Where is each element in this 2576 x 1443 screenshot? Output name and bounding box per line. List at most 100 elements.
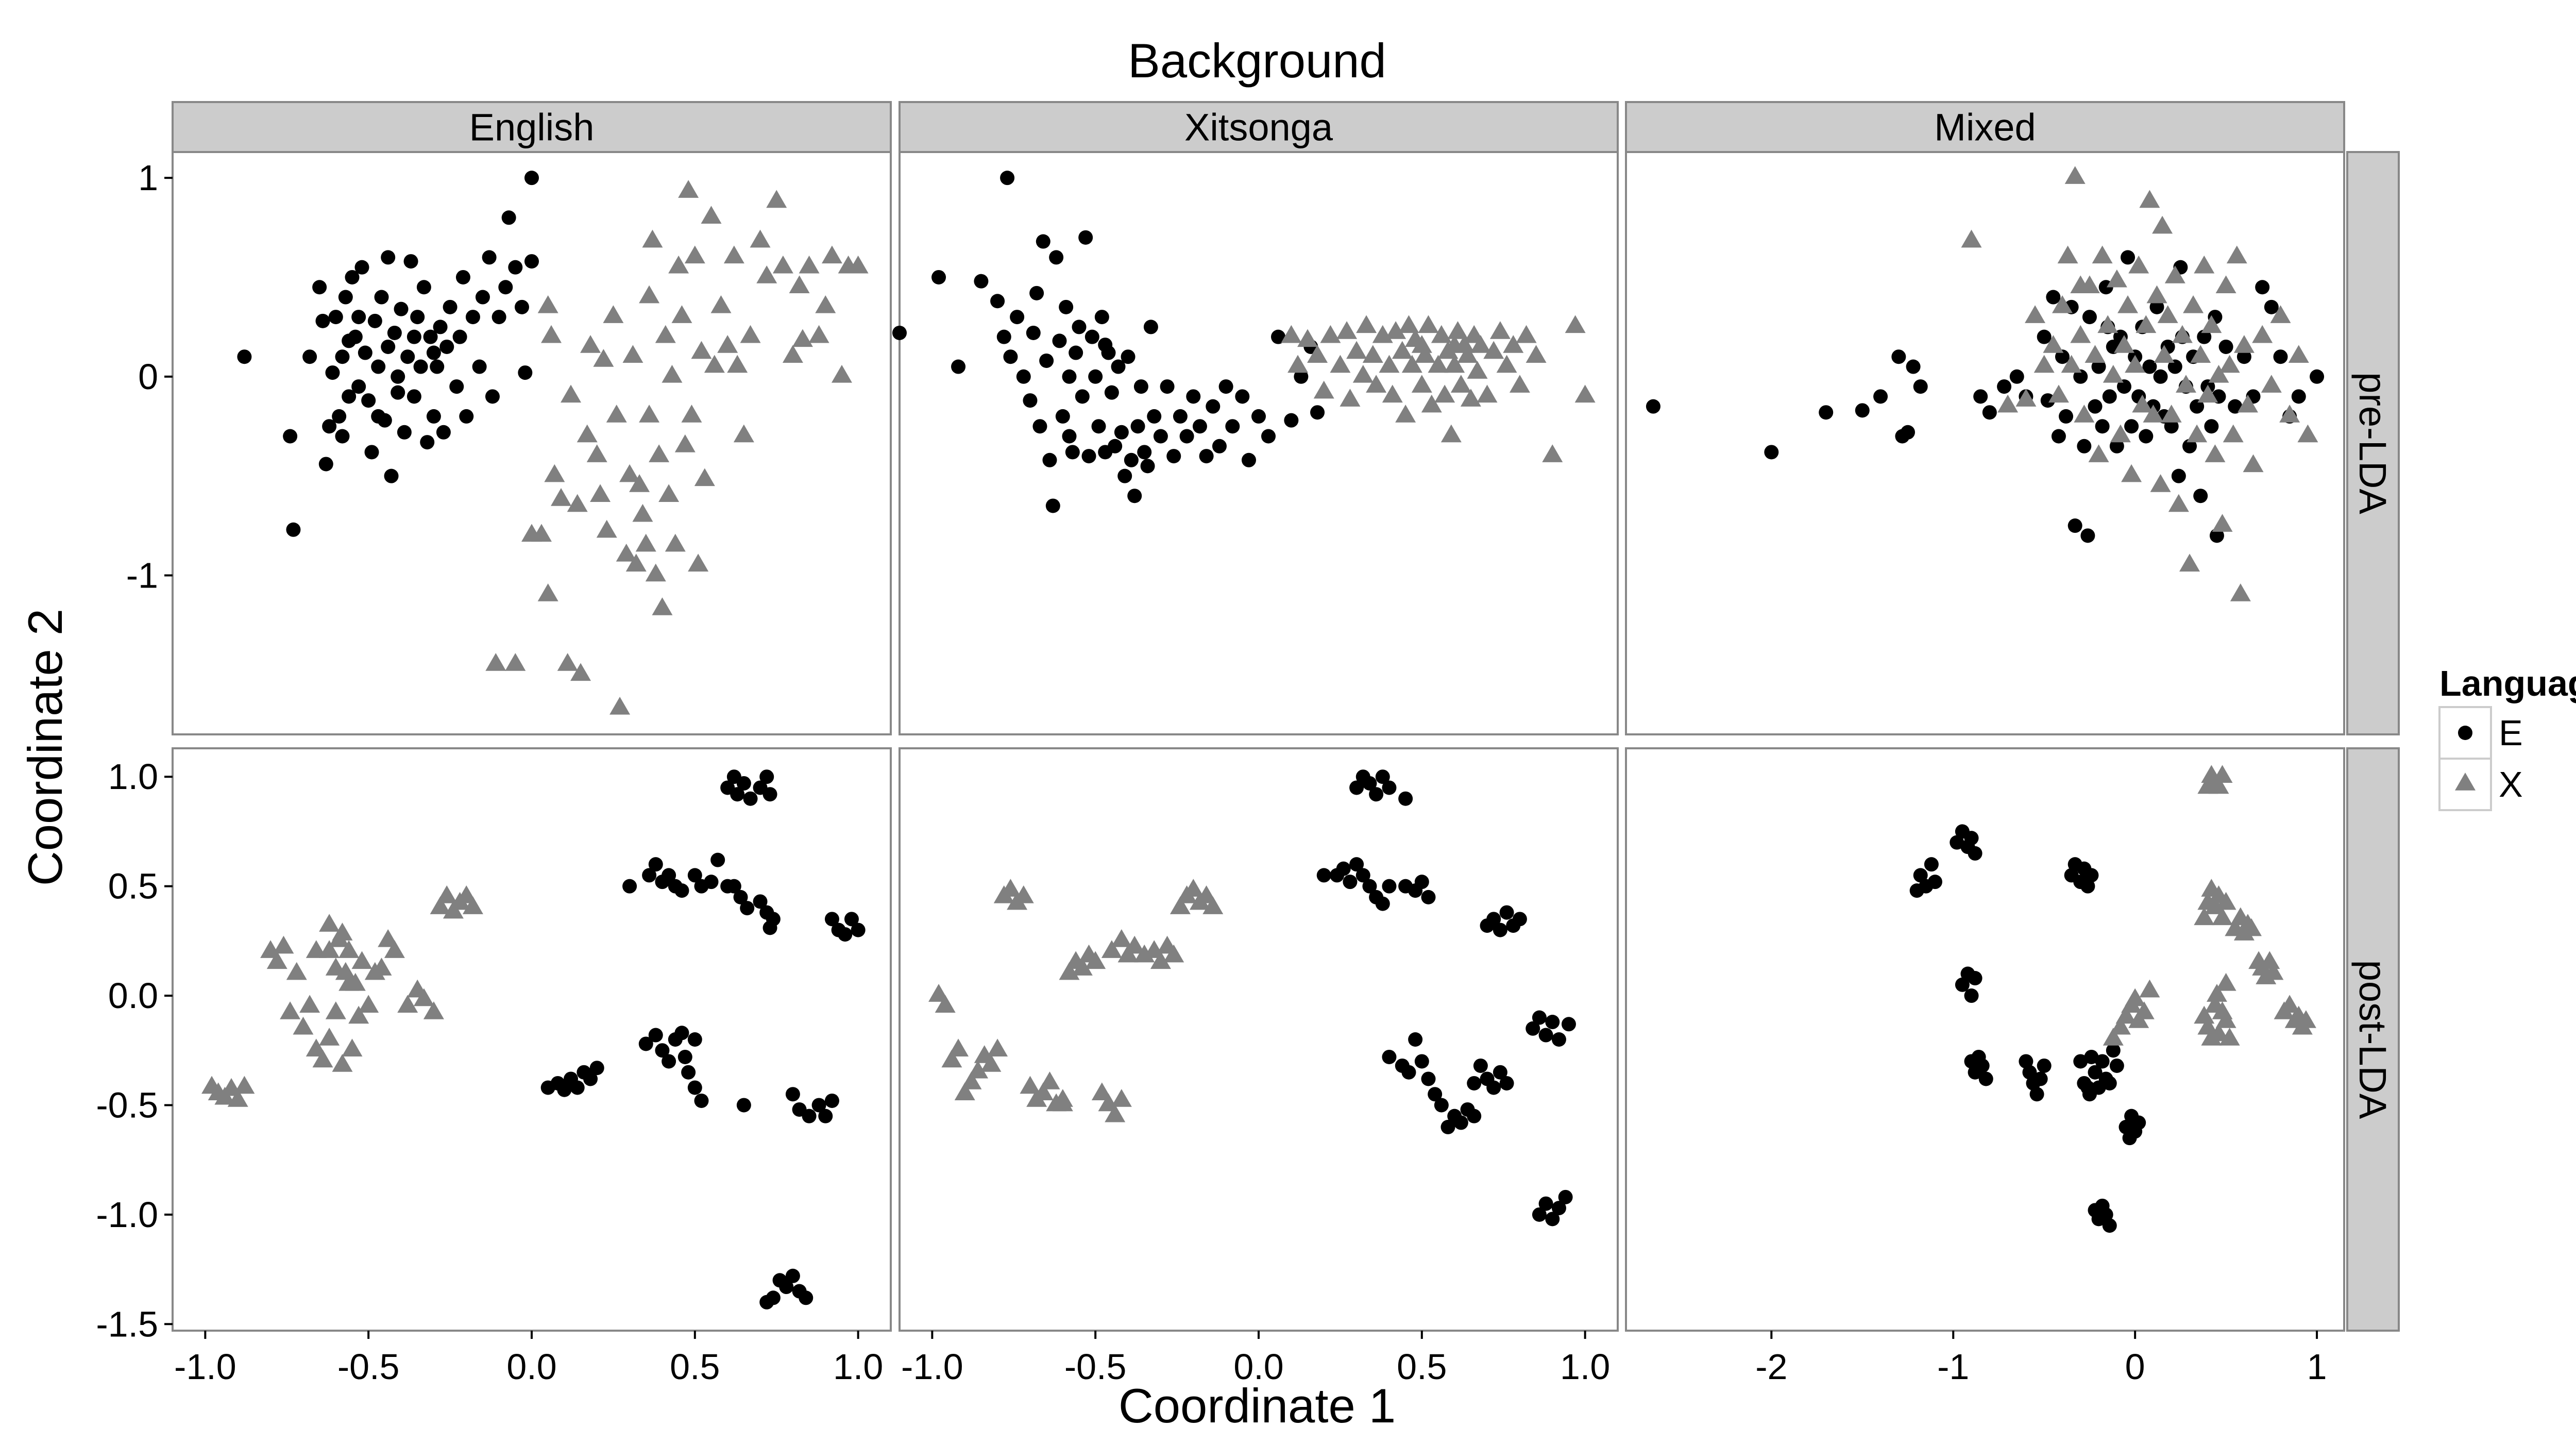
legend: Language EX — [2438, 663, 2576, 811]
point-E — [2273, 349, 2288, 364]
point-E — [736, 776, 751, 791]
point-E — [2109, 439, 2124, 454]
x-tick-label: 0.5 — [670, 1347, 720, 1387]
point-E — [1968, 971, 1982, 986]
point-X — [531, 524, 552, 542]
point-E — [642, 868, 657, 883]
point-X — [782, 345, 803, 363]
point-X — [1385, 321, 1406, 339]
point-X — [1411, 335, 1432, 353]
point-E — [354, 260, 369, 275]
x-tick-label: -1.0 — [901, 1347, 963, 1387]
point-E — [2171, 468, 2186, 483]
point-E — [1349, 857, 1364, 872]
point-E — [694, 1093, 709, 1108]
point-E — [638, 1036, 653, 1051]
point-X — [848, 255, 869, 274]
point-E — [2067, 518, 2082, 533]
point-E — [1950, 835, 1964, 850]
point-X — [668, 255, 689, 274]
point-E — [1819, 405, 1834, 420]
point-E — [2055, 349, 2070, 364]
point-X — [1163, 944, 1184, 963]
point-E — [589, 1061, 604, 1076]
point-E — [492, 310, 506, 325]
y-axis-title: Coordinate 2 — [18, 609, 72, 886]
point-X — [319, 940, 340, 958]
point-X — [1330, 355, 1351, 373]
point-X — [2208, 364, 2229, 383]
x-tick-label: -0.5 — [1064, 1347, 1127, 1387]
point-X — [2136, 315, 2157, 333]
point-E — [570, 1080, 585, 1095]
legend-symbol-circle — [2458, 726, 2472, 740]
point-E — [391, 385, 405, 400]
x-tick-label: 0.5 — [1397, 1347, 1447, 1387]
point-X — [2168, 494, 2189, 512]
point-X — [2219, 355, 2240, 373]
point-X — [1997, 394, 2019, 413]
point-E — [2059, 409, 2074, 424]
point-X — [485, 653, 506, 671]
point-X — [2110, 1016, 2131, 1035]
point-X — [1202, 896, 1224, 914]
point-E — [406, 389, 421, 404]
point-X — [329, 929, 350, 947]
point-E — [1369, 787, 1384, 802]
point-X — [462, 896, 483, 914]
point-E — [1010, 310, 1025, 325]
column-strip-label: Mixed — [1934, 106, 2036, 149]
point-X — [596, 519, 617, 538]
point-X — [1183, 879, 1204, 897]
point-X — [2212, 514, 2233, 532]
point-E — [785, 1087, 800, 1102]
legend-symbol-triangle — [2455, 773, 2476, 791]
point-X — [652, 597, 673, 615]
point-X — [691, 341, 712, 359]
point-X — [948, 1038, 969, 1057]
point-E — [1913, 379, 1928, 394]
point-X — [1428, 355, 1449, 373]
point-E — [1428, 1087, 1443, 1102]
point-X — [1379, 355, 1400, 373]
point-X — [2252, 325, 2273, 343]
x-tick-label: -1 — [1937, 1347, 1969, 1387]
point-X — [2150, 474, 2171, 492]
point-X — [541, 325, 562, 343]
point-E — [1078, 230, 1093, 245]
point-X — [2048, 384, 2069, 403]
point-E — [1065, 445, 1080, 460]
point-X — [1105, 1104, 1126, 1122]
point-E — [1906, 359, 1921, 374]
point-X — [371, 958, 392, 976]
point-X — [1362, 345, 1383, 363]
point-E — [1434, 1098, 1449, 1113]
point-E — [1975, 1058, 1990, 1073]
point-E — [1235, 389, 1250, 404]
point-E — [1294, 369, 1309, 384]
point-X — [678, 180, 699, 198]
point-E — [1538, 1196, 1553, 1211]
point-X — [821, 245, 842, 264]
x-tick-label: 0.0 — [506, 1347, 556, 1387]
point-E — [1023, 393, 1038, 408]
point-X — [1509, 375, 1530, 393]
legend-label: X — [2499, 764, 2523, 804]
point-X — [2025, 305, 2046, 323]
point-E — [2149, 299, 2164, 314]
point-X — [622, 345, 643, 363]
point-X — [2139, 190, 2160, 208]
y-tick-label: 0.5 — [108, 866, 158, 907]
point-E — [743, 791, 758, 806]
x-tick-label: 1 — [2307, 1347, 2327, 1387]
point-X — [1170, 896, 1191, 914]
point-E — [1414, 875, 1429, 890]
point-X — [586, 444, 607, 462]
point-X — [1111, 929, 1132, 947]
point-X — [2128, 255, 2149, 274]
point-E — [1251, 409, 1266, 424]
point-E — [2142, 359, 2157, 374]
point-X — [1336, 321, 1358, 339]
point-E — [1042, 452, 1057, 467]
point-E — [371, 409, 386, 424]
